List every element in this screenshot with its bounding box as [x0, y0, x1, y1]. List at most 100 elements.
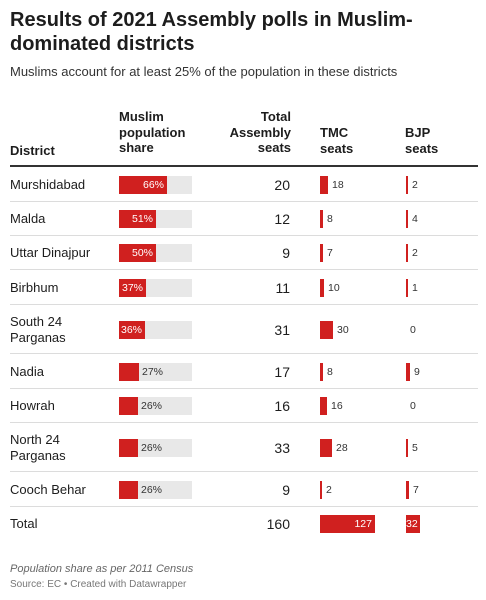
total-seats-value: 160: [266, 516, 290, 532]
share-bar-track: 27%: [119, 362, 192, 381]
tmc-seat-label: 16: [331, 400, 343, 412]
share-value-label: 26%: [141, 483, 163, 496]
district-name: North 24 Parganas: [10, 431, 66, 463]
total-seats-value: 16: [274, 398, 290, 414]
district-name: Uttar Dinajpur: [10, 245, 91, 260]
table-row: Murshidabad 66% 20 18 2: [10, 167, 478, 202]
district-name: Nadia: [10, 363, 44, 379]
tmc-seat-label: 28: [336, 441, 348, 454]
share-bar: [119, 362, 139, 381]
table-row: South 24 Parganas 36% 31 30 0: [10, 305, 478, 354]
tmc-seat-label: 18: [332, 178, 344, 191]
bjp-seat-bar: [406, 210, 408, 228]
share-value-label: 50%: [131, 247, 153, 259]
bjp-seat-bar: [406, 362, 410, 381]
share-bar-track: 26%: [119, 480, 192, 499]
total-seats-value: 17: [274, 363, 290, 380]
share-value-label: 66%: [142, 178, 164, 191]
bjp-seat-label: 1: [412, 281, 418, 294]
district-name: Birbhum: [10, 279, 59, 295]
district-name: Malda: [10, 211, 46, 226]
table-row: Birbhum 37% 11 10 1: [10, 270, 478, 305]
share-value-label: 37%: [121, 281, 143, 294]
tmc-seat-bar: [320, 438, 332, 457]
tmc-seat-label: 8: [327, 213, 333, 225]
header-district: District: [10, 143, 55, 158]
tmc-seat-bar: [320, 278, 324, 297]
chart-source: Source: EC • Created with Datawrapper: [10, 579, 187, 590]
table-row: Cooch Behar 26% 9 2 7: [10, 472, 478, 507]
district-name: Howrah: [10, 398, 55, 413]
tmc-seat-label: 30: [337, 323, 349, 336]
tmc-seat-bar: [320, 320, 333, 339]
district-name: Murshidabad: [10, 176, 86, 192]
share-bar-track: 36%: [119, 320, 192, 339]
tmc-seat-label: 2: [326, 483, 332, 496]
header-total-seats: Total Assembly seats: [229, 109, 291, 155]
total-seats-value: 11: [275, 279, 290, 296]
total-seats-value: 12: [274, 211, 290, 227]
share-value-label: 26%: [141, 441, 163, 454]
tmc-seat-label: 10: [328, 281, 340, 294]
share-value-label: 26%: [141, 400, 163, 412]
header-share: Muslim population share: [119, 109, 186, 155]
total-seats-value: 31: [274, 321, 290, 338]
bjp-seat-label: 2: [412, 247, 418, 259]
tmc-seat-bar: [320, 362, 323, 381]
header-divider: [10, 165, 478, 167]
table-row: Uttar Dinajpur 50% 9 7 2: [10, 236, 478, 270]
share-bar-track: 66%: [119, 175, 192, 194]
total-seats-value: 9: [282, 245, 290, 261]
share-bar: [119, 244, 156, 262]
bjp-seat-label: 9: [414, 365, 420, 378]
share-bar: [119, 320, 145, 339]
share-bar: [119, 480, 138, 499]
tmc-seat-bar: [320, 480, 322, 499]
share-bar-track: 26%: [119, 397, 192, 415]
total-seats-value: 9: [282, 481, 290, 498]
tmc-seat-bar: [320, 515, 375, 533]
tmc-seat-bar: [320, 397, 327, 415]
share-bar-track: 50%: [119, 244, 192, 262]
bjp-seat-bar: [406, 438, 408, 457]
tmc-seat-label: 127: [354, 518, 372, 530]
table-row: Malda 51% 12 8 4: [10, 202, 478, 236]
district-name: Cooch Behar: [10, 481, 86, 497]
share-bar: [119, 397, 138, 415]
table-row: North 24 Parganas 26% 33 28 5: [10, 423, 478, 472]
tmc-seat-bar: [320, 175, 328, 194]
tmc-seat-label: 8: [327, 365, 333, 378]
tmc-seat-label: 7: [327, 247, 333, 259]
district-name: Total: [10, 516, 38, 531]
tmc-seat-bar: [320, 244, 323, 262]
bjp-seat-label: 5: [412, 441, 418, 454]
bjp-seat-label: 0: [410, 323, 416, 336]
share-bar-track: 51%: [119, 210, 192, 228]
bjp-seat-bar: [406, 244, 408, 262]
bjp-seat-label: 0: [410, 400, 416, 412]
table-row: Howrah 26% 16 16 0: [10, 389, 478, 423]
table-row: Nadia 27% 17 8 9: [10, 354, 478, 389]
total-row: Total 160 127 32: [10, 507, 478, 541]
share-bar-track: 26%: [119, 438, 192, 457]
header-bjp: BJP seats: [405, 125, 439, 156]
total-seats-value: 33: [274, 439, 290, 456]
tmc-seat-bar: [320, 210, 323, 228]
bjp-seat-label: 7: [413, 483, 419, 496]
total-seats-value: 20: [274, 176, 290, 193]
share-bar: [119, 175, 167, 194]
share-bar-track: 37%: [119, 278, 192, 297]
share-bar: [119, 438, 138, 457]
district-name: South 24 Parganas: [10, 313, 66, 345]
bjp-seat-label: 2: [412, 178, 418, 191]
header-tmc: TMC seats: [320, 125, 354, 156]
chart-title: Results of 2021 Assembly polls in Muslim…: [10, 9, 413, 55]
chart-notes: Population share as per 2011 Census: [10, 563, 194, 575]
chart-subtitle: Muslims account for at least 25% of the …: [10, 64, 398, 79]
share-value-label: 27%: [142, 365, 164, 378]
share-bar: [119, 278, 146, 297]
bjp-seat-label: 4: [412, 213, 418, 225]
share-bar: [119, 210, 156, 228]
share-value-label: 36%: [120, 323, 142, 336]
bjp-seat-bar: [406, 480, 409, 499]
